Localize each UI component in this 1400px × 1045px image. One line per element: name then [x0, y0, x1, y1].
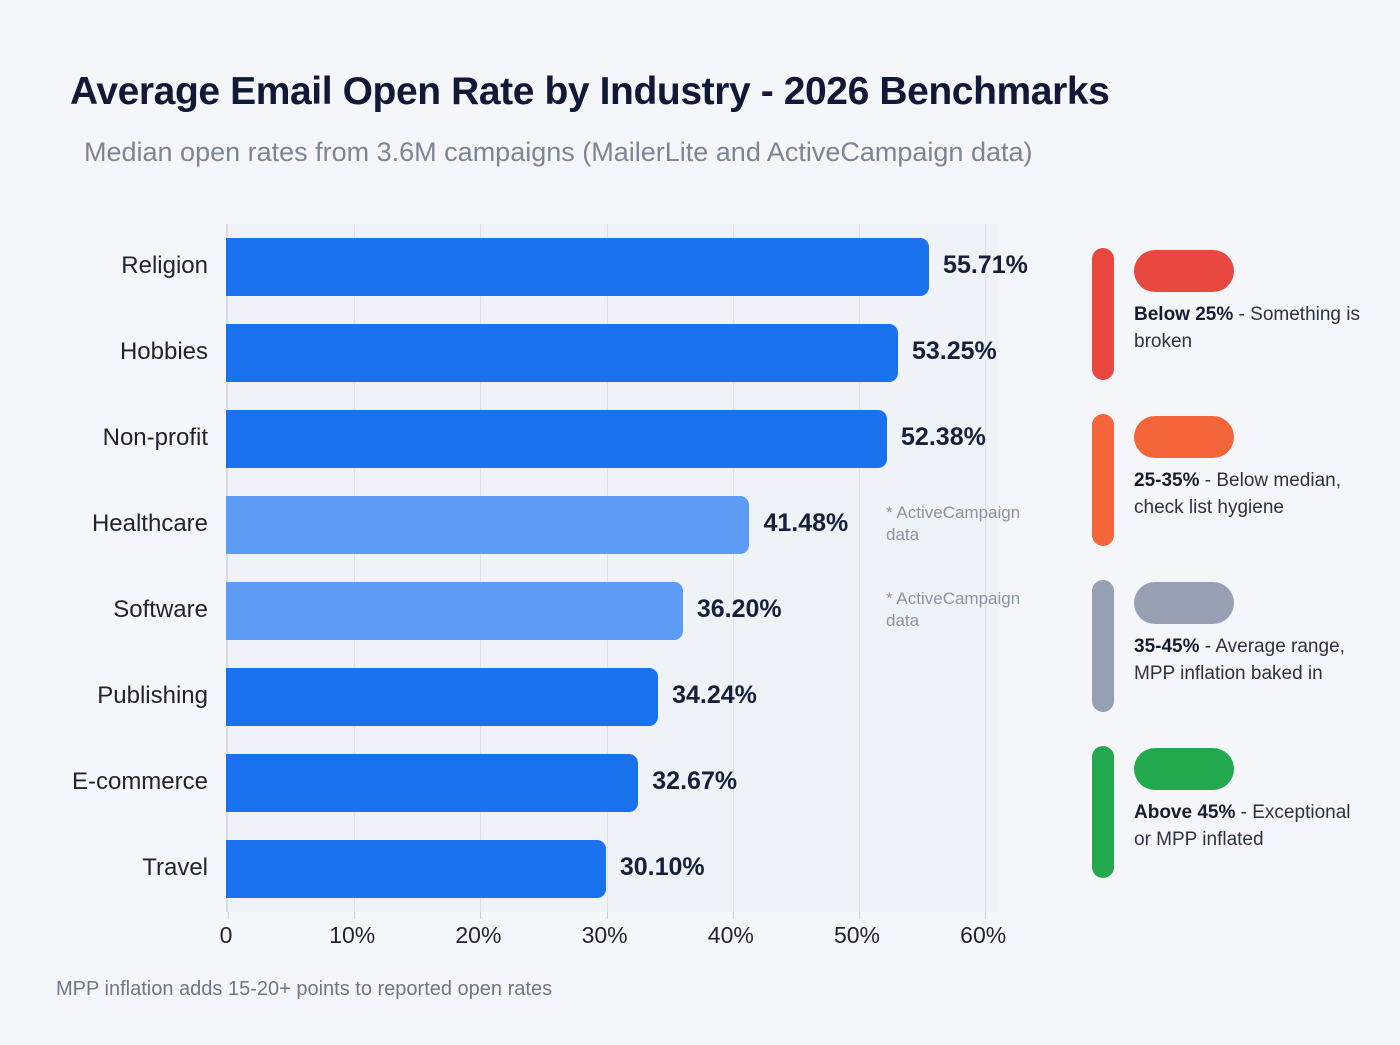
- legend-item[interactable]: Above 45% - Exceptional or MPP inflated: [1092, 738, 1362, 878]
- axis-tick-mark: [606, 912, 608, 919]
- legend-item[interactable]: Below 25% - Something is broken: [1092, 240, 1362, 380]
- axis-tick-mark: [732, 912, 734, 919]
- axis-tick-label: 50%: [833, 922, 881, 948]
- bar[interactable]: [226, 754, 639, 812]
- bar-value-label: 36.20%: [696, 595, 782, 623]
- legend-range: Above 45%: [1134, 802, 1236, 823]
- bar-value-label: 55.71%: [943, 251, 1028, 279]
- category-label: Hobbies: [119, 338, 208, 365]
- bar-value-label: 30.10%: [619, 853, 705, 881]
- bar[interactable]: [226, 238, 930, 296]
- legend-label: 25-35% - Below median, check list hygien…: [1134, 470, 1342, 518]
- legend-range: 25-35%: [1134, 470, 1200, 491]
- bar[interactable]: [226, 410, 888, 468]
- category-label: Publishing: [97, 682, 208, 709]
- legend-pill-icon: [1134, 748, 1234, 790]
- legend-item[interactable]: 35-45% - Average range, MPP inflation ba…: [1092, 572, 1362, 712]
- bar[interactable]: [226, 668, 659, 726]
- bar-value-label: 53.25%: [912, 337, 997, 365]
- bar-value-label: 41.48%: [763, 509, 849, 537]
- legend-range: 35-45%: [1134, 636, 1200, 657]
- legend-pill-icon: [1134, 582, 1234, 624]
- axis-tick-mark: [228, 912, 229, 919]
- axis-tick-label: 20%: [455, 922, 502, 948]
- axis-tick-mark: [354, 912, 356, 919]
- axis-tick-mark: [859, 912, 860, 919]
- bar[interactable]: [226, 324, 898, 382]
- chart-subtitle: Median open rates from 3.6M campaigns (M…: [84, 137, 1033, 167]
- legend-item[interactable]: 25-35% - Below median, check list hygien…: [1092, 406, 1362, 546]
- gridline: [985, 224, 987, 912]
- gridline: [606, 224, 608, 912]
- axis-tick-label: 0: [219, 922, 233, 948]
- axis-tick-label: 60%: [960, 922, 1007, 948]
- legend-label: Above 45% - Exceptional or MPP inflated: [1134, 802, 1351, 850]
- gridline: [732, 224, 734, 912]
- legend-vertical-bar-icon: [1092, 746, 1114, 878]
- bar-source-note: * ActiveCampaign data: [886, 589, 1021, 631]
- axis-tick-label: 40%: [707, 922, 754, 948]
- category-label: Religion: [121, 252, 208, 279]
- bar[interactable]: [226, 840, 606, 898]
- gridline: [354, 224, 356, 912]
- legend-vertical-bar-icon: [1092, 414, 1114, 546]
- gridline: [480, 224, 482, 912]
- category-label: Healthcare: [91, 510, 208, 537]
- legend-vertical-bar-icon: [1092, 248, 1114, 380]
- chart-footnote: MPP inflation adds 15-20+ points to repo…: [56, 978, 553, 1000]
- bar-source-note: * ActiveCampaign data: [886, 503, 1021, 545]
- legend-pill-icon: [1134, 416, 1234, 458]
- legend-label: 35-45% - Average range, MPP inflation ba…: [1134, 636, 1345, 684]
- category-label: E-commerce: [71, 768, 208, 795]
- axis-tick-label: 30%: [581, 922, 628, 948]
- legend-label: Below 25% - Something is broken: [1134, 304, 1360, 352]
- axis-tick-mark: [480, 912, 482, 919]
- category-label: Software: [113, 596, 208, 623]
- axis-tick-mark: [985, 912, 987, 919]
- page-title: Average Email Open Rate by Industry - 20…: [70, 70, 1110, 113]
- bar-value-label: 34.24%: [672, 681, 757, 709]
- chart-legend: Below 25% - Something is broken 25-35% - …: [1092, 240, 1362, 904]
- legend-range: Below 25%: [1134, 304, 1234, 325]
- bar-value-label: 52.38%: [901, 423, 986, 451]
- bar[interactable]: [226, 582, 683, 640]
- gridline: [859, 224, 860, 912]
- legend-pill-icon: [1134, 250, 1234, 292]
- bar[interactable]: [226, 496, 750, 554]
- legend-vertical-bar-icon: [1092, 580, 1114, 712]
- category-label: Travel: [142, 854, 208, 881]
- bar-value-label: 32.67%: [652, 767, 738, 795]
- category-label: Non-profit: [102, 424, 208, 451]
- axis-tick-label: 10%: [329, 922, 376, 948]
